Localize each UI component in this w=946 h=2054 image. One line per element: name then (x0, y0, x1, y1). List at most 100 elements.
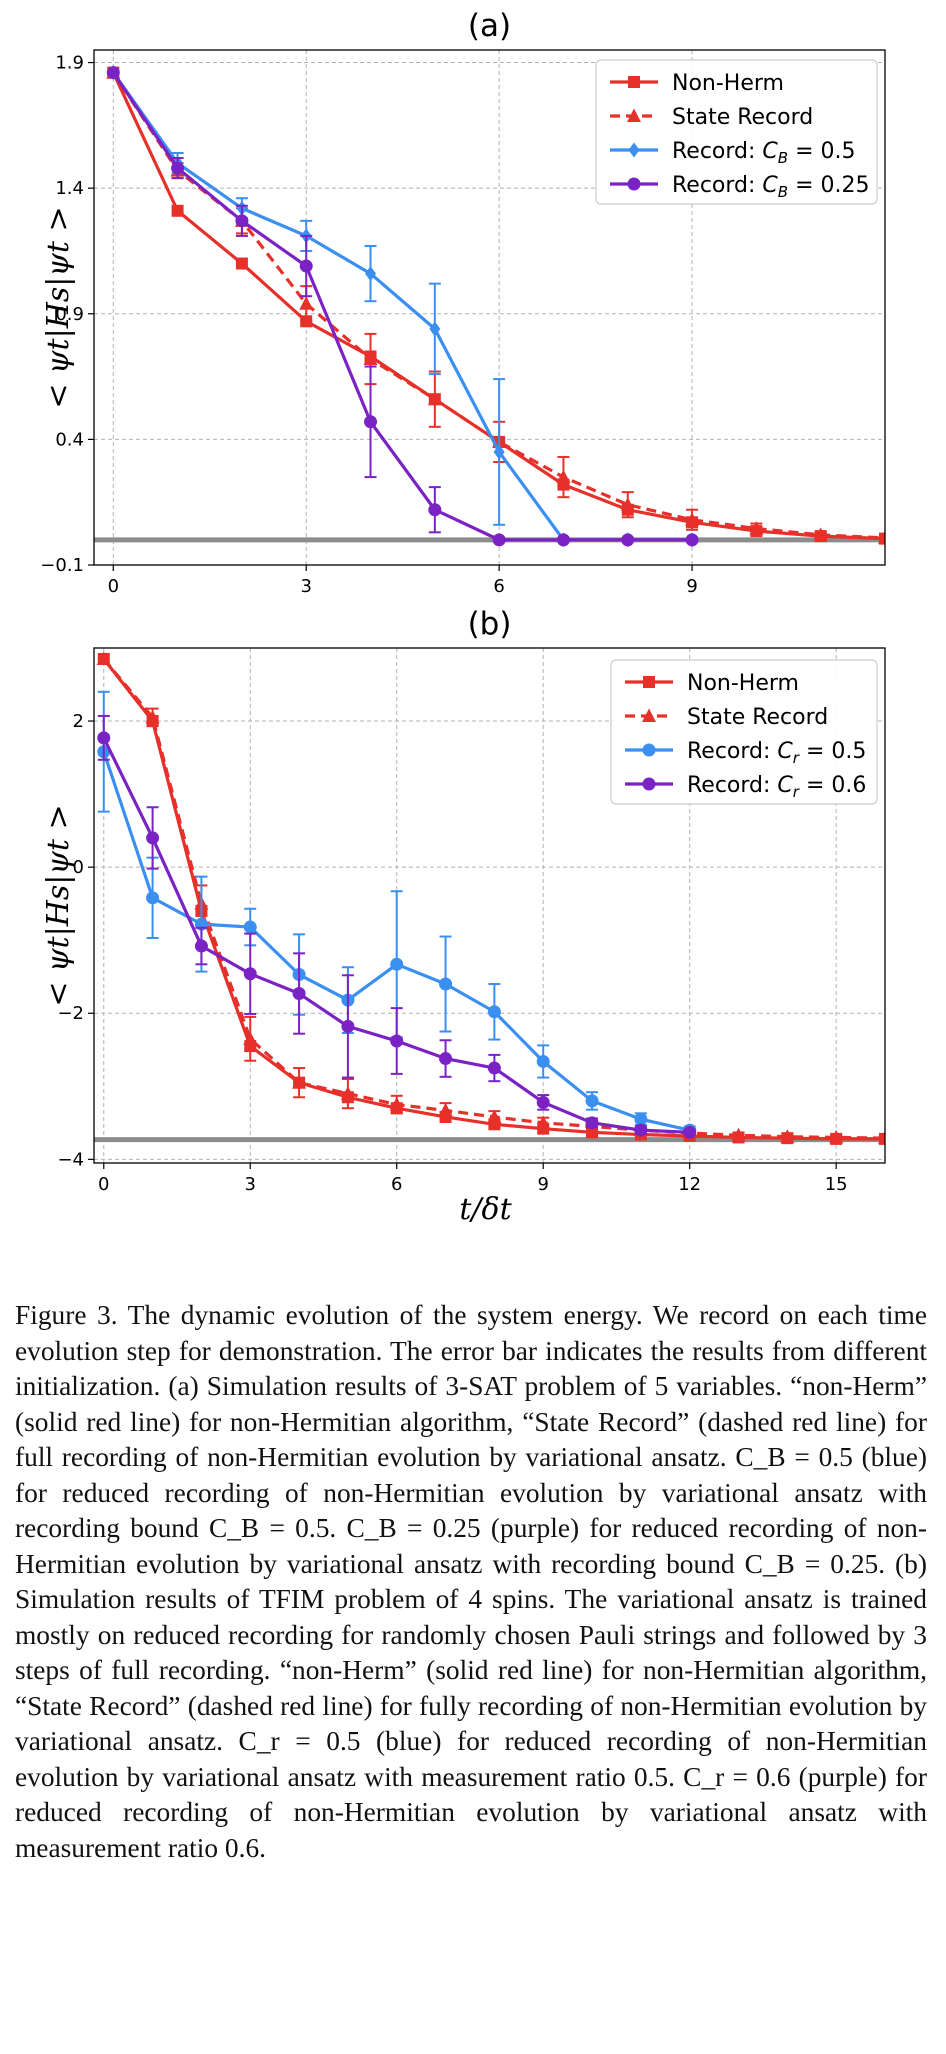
data-point (427, 391, 442, 406)
data-point (487, 1061, 501, 1075)
plot-frame (93, 647, 886, 1164)
legend-label: State Record (672, 105, 813, 130)
data-point (829, 1129, 844, 1144)
y-axis-label: < ψt|Hs|ψt > (41, 804, 76, 1006)
x-tick-label: 9 (537, 1174, 548, 1195)
legend-label: State Record (687, 705, 828, 730)
data-point (235, 257, 248, 270)
series-4 (97, 714, 697, 1139)
legend: Non-Herm State Record Record: Cr = 0.5 Reco… (610, 659, 878, 805)
data-point (813, 527, 828, 541)
legend-marker (627, 108, 641, 122)
data-point (536, 1095, 550, 1109)
x-tick-label: 12 (678, 1174, 701, 1195)
data-point (145, 709, 160, 724)
legend-marker (643, 676, 655, 688)
data-point (292, 987, 306, 1001)
legend-label: Record: Cr = 0.6 (687, 773, 866, 801)
legend-label: Non-Herm (687, 671, 799, 696)
data-point (439, 1052, 453, 1066)
legend-marker (642, 777, 656, 791)
figure-3: 0 3 6 9 −0.1 0.4 0.9 1.4 1.9 (a) < ψt|Hs|ψt > Non-H… (40, 8, 886, 1227)
data-point (685, 533, 699, 547)
data-point (878, 1130, 885, 1145)
data-point (439, 977, 453, 991)
data-point (685, 512, 700, 526)
data-point (243, 920, 257, 934)
legend-marker (627, 177, 641, 191)
figure-caption: Figure 3. The dynamic evolution of the s… (15, 1300, 927, 1863)
data-point (243, 1031, 258, 1045)
y-tick-label: −4 (57, 1149, 84, 1170)
x-tick-label: 3 (245, 1174, 256, 1195)
data-point (683, 1125, 697, 1139)
x-tick-label: 3 (300, 576, 311, 597)
data-point (556, 469, 571, 484)
x-tick-label: 0 (98, 1174, 109, 1195)
legend-box (610, 659, 878, 805)
data-point (585, 1116, 599, 1130)
data-point (299, 259, 313, 273)
data-point (634, 1112, 648, 1126)
data-point (146, 831, 160, 845)
x-tick-label: 15 (825, 1174, 848, 1195)
data-point (146, 891, 160, 905)
y-tick-label: 2 (73, 711, 84, 732)
data-point (340, 1086, 355, 1100)
x-tick-label: 6 (493, 576, 504, 597)
y-tick-label: 0.4 (55, 429, 84, 450)
data-point (536, 1115, 551, 1129)
data-point (493, 444, 505, 460)
data-point (585, 1094, 599, 1108)
legend: Non-Herm State Record Record: CB = 0.5 Reco… (595, 59, 878, 205)
data-point (389, 1097, 404, 1111)
x-axis-label: t/δt (459, 1192, 512, 1227)
chart-panel-b: 0 3 6 9 12 15 −4 −2 0 2 (b) < ψt|Hs|ψt > t/δt Non-Her… (41, 606, 886, 1227)
legend-label: Non-Herm (672, 71, 784, 96)
y-tick-label: 0.9 (55, 304, 84, 325)
data-point (556, 533, 570, 547)
series-line (111, 71, 693, 542)
x-tick-label: 6 (391, 1174, 402, 1195)
legend-marker (642, 708, 656, 722)
legend-label: Record: CB = 0.25 (672, 173, 870, 201)
data-point (390, 1034, 404, 1048)
series-group (96, 651, 885, 1145)
data-point (487, 1109, 502, 1123)
data-point (97, 731, 111, 745)
data-point (621, 533, 635, 547)
data-point (194, 939, 208, 953)
data-point (365, 266, 377, 282)
series-group (106, 65, 885, 548)
legend-label: Record: Cr = 0.5 (687, 739, 866, 767)
legend-marker (642, 743, 656, 757)
data-point (106, 66, 120, 80)
y-tick-label: 0 (73, 857, 84, 878)
data-point (487, 1005, 501, 1019)
legend-box (595, 59, 878, 205)
data-point (492, 533, 506, 547)
panel-label: (b) (468, 606, 512, 642)
data-point (731, 1127, 746, 1142)
legend-marker (628, 76, 640, 88)
series-2 (96, 651, 885, 1145)
y-tick-label: −2 (57, 1003, 84, 1024)
y-tick-label: −0.1 (40, 555, 84, 576)
data-point (243, 967, 257, 981)
data-point (364, 415, 378, 429)
y-axis-label: < ψt|Hs|ψt > (41, 206, 76, 408)
data-point (96, 651, 111, 665)
data-point (390, 957, 404, 971)
x-tick-label: 9 (686, 576, 697, 597)
data-point (235, 214, 249, 228)
data-point (363, 351, 378, 365)
data-point (292, 1075, 307, 1089)
data-point (341, 1019, 355, 1033)
legend-label: Record: CB = 0.5 (672, 139, 856, 167)
data-point (536, 1054, 550, 1068)
y-tick-label: 1.9 (55, 53, 84, 74)
legend-marker (628, 142, 640, 158)
plot-frame (93, 49, 886, 566)
data-point (438, 1102, 453, 1117)
panel-label: (a) (468, 8, 511, 44)
